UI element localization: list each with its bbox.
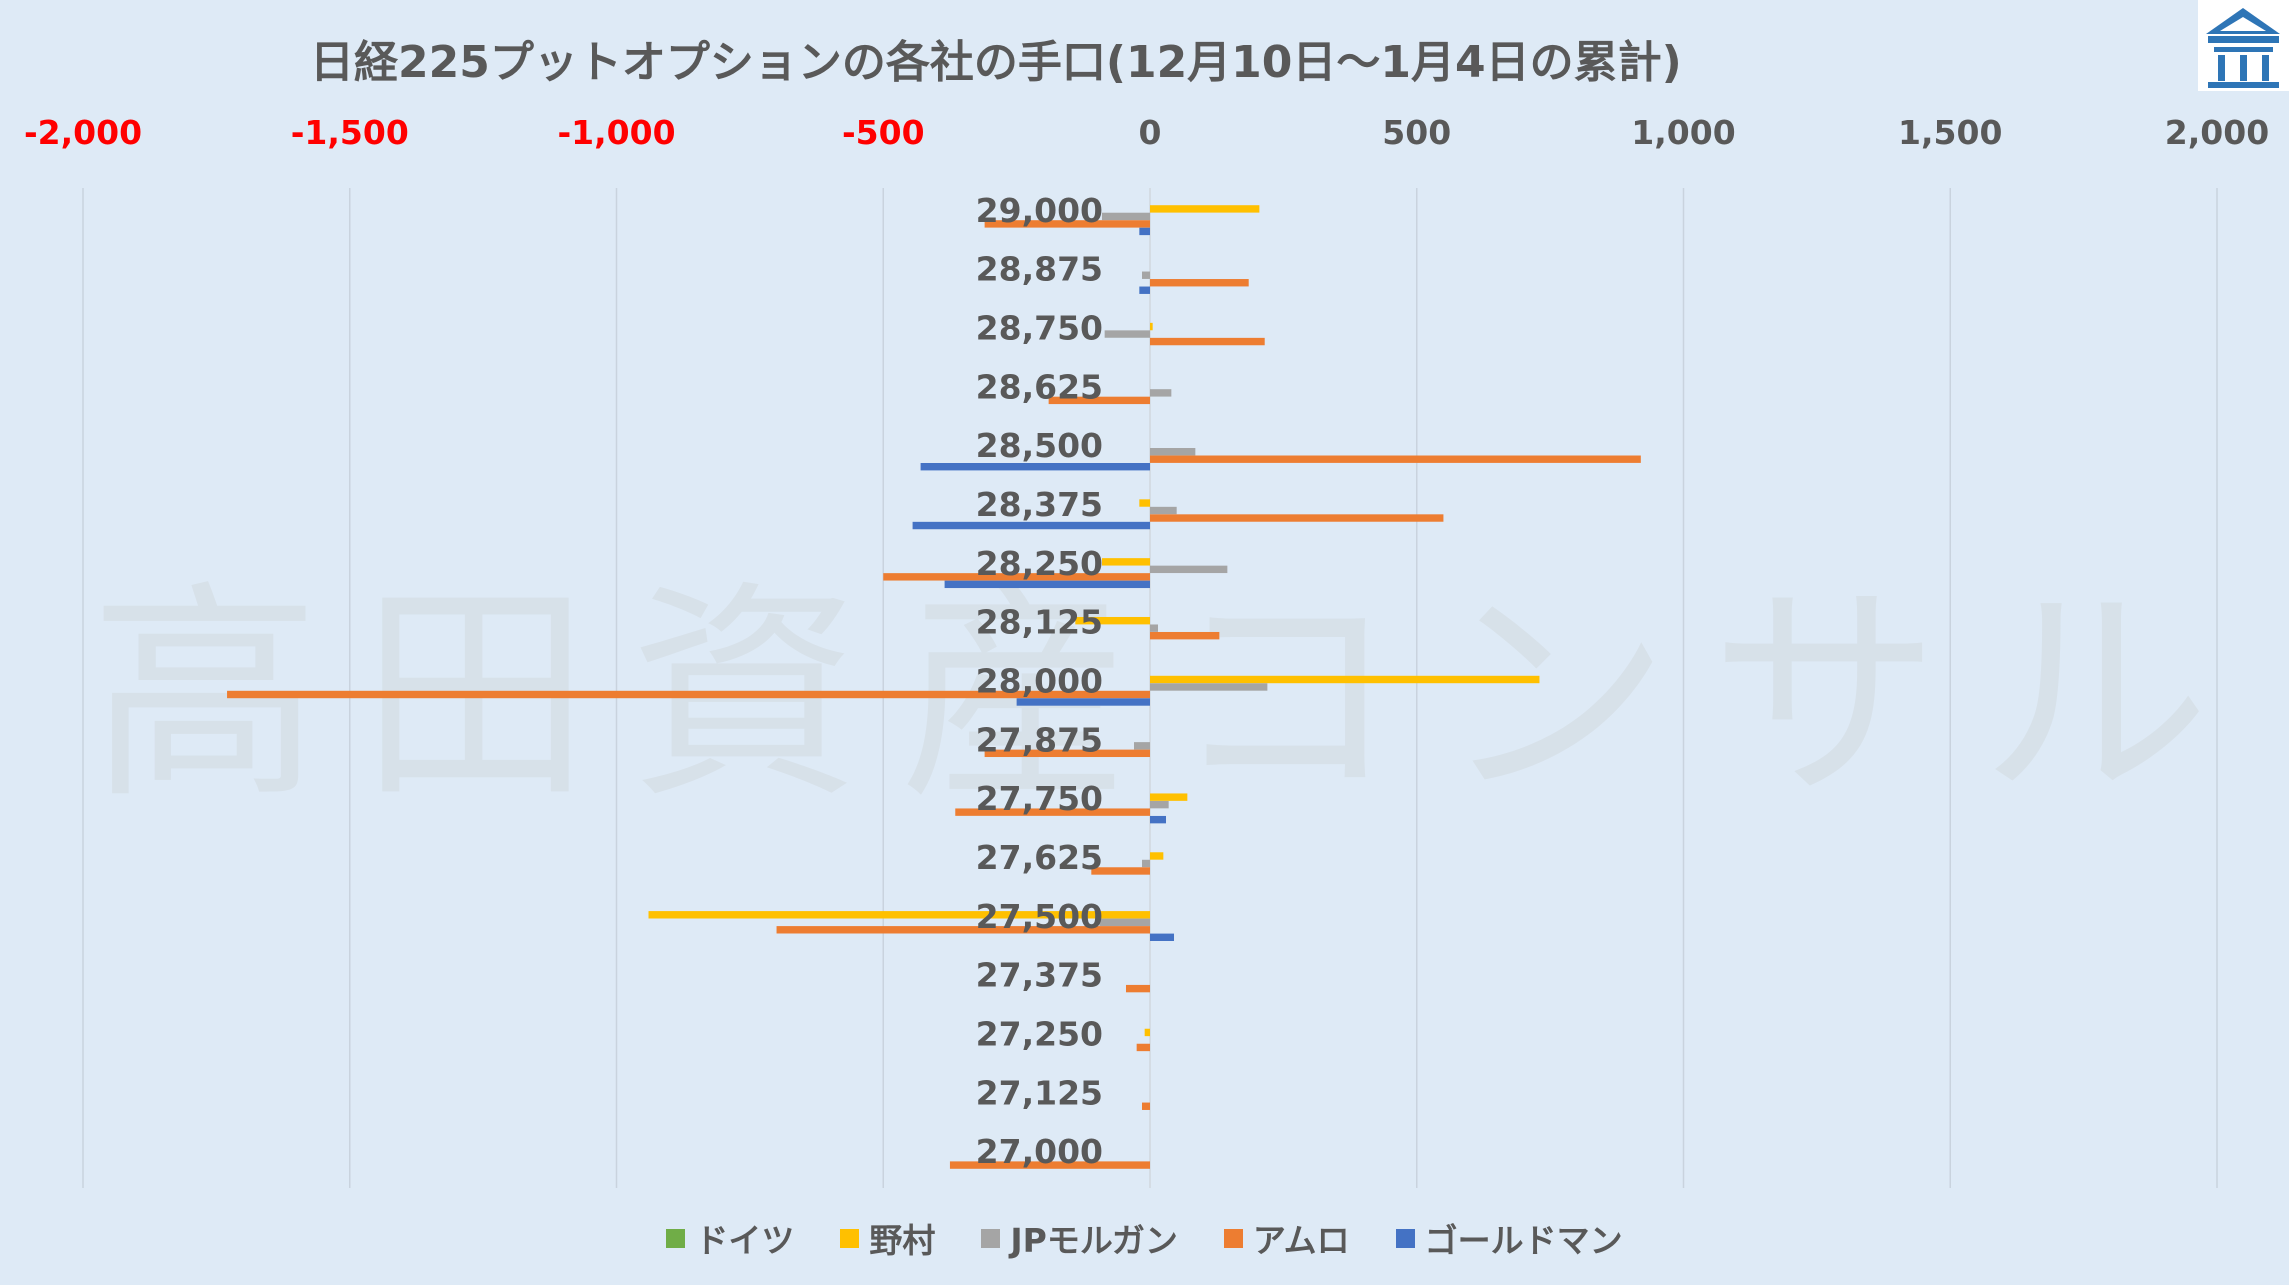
bar-アムロ-27,875: [984, 749, 1150, 758]
x-tick-label: -500: [842, 113, 925, 152]
category-label: 27,250: [976, 1014, 1103, 1053]
bar-アムロ-27,750: [955, 808, 1150, 816]
category-label: 27,750: [976, 779, 1103, 818]
category-label: 28,625: [976, 367, 1103, 406]
x-tick-label: 1,500: [1898, 113, 2002, 152]
bar-JPモルガン-28,750: [1104, 330, 1150, 338]
bar-野村-29,000: [1150, 205, 1260, 213]
bar-野村-27,625: [1150, 852, 1164, 860]
x-tick-label: -1,000: [557, 113, 675, 152]
bar-アムロ-28,500: [1150, 455, 1641, 463]
bar-野村-27,750: [1150, 793, 1188, 801]
x-tick-label: 500: [1382, 113, 1451, 152]
bar-野村-27,250: [1144, 1028, 1150, 1037]
bar-ゴールドマン-27,500: [1150, 933, 1175, 941]
legend-item: ドイツ: [666, 1214, 794, 1262]
bar-アムロ-28,375: [1150, 514, 1444, 522]
legend-label: ドイツ: [695, 1221, 795, 1260]
legend-item: 野村: [840, 1214, 935, 1262]
legend-item: アムロ: [1223, 1214, 1350, 1262]
x-tick-label: 1,000: [1631, 113, 1735, 152]
category-label: 28,500: [976, 426, 1103, 465]
legend-label: JPモルガン: [1010, 1221, 1178, 1260]
bar-ゴールドマン-29,000: [1139, 227, 1150, 236]
bar-アムロ-28,250: [883, 573, 1150, 581]
bar-ゴールドマン-28,875: [1139, 286, 1150, 294]
category-label: 28,750: [976, 309, 1103, 348]
category-label: 28,875: [976, 250, 1103, 289]
bar-アムロ-28,875: [1150, 279, 1249, 287]
bar-アムロ-27,625: [1091, 867, 1150, 875]
bar-アムロ-28,125: [1150, 631, 1220, 640]
legend-swatch: [1223, 1228, 1243, 1248]
bar-JPモルガン-28,625: [1150, 389, 1172, 397]
bar-JPモルガン-27,625: [1141, 859, 1150, 868]
x-tick-label: -2,000: [24, 113, 142, 152]
bar-アムロ-27,375: [1125, 984, 1150, 993]
legend-label: アムロ: [1252, 1221, 1350, 1260]
bar-野村-28,125: [1075, 616, 1150, 625]
bar-JPモルガン-27,750: [1150, 800, 1169, 809]
bar-野村-28,250: [1101, 558, 1150, 566]
category-label: 27,500: [976, 897, 1103, 936]
category-label: 28,000: [976, 662, 1103, 701]
bar-野村-27,500: [648, 911, 1150, 919]
chart-title: 日経225プットオプションの各社の手口(12月10日～1月4日の累計): [310, 37, 1682, 88]
legend-item: JPモルガン: [981, 1214, 1178, 1262]
category-label: 28,250: [976, 544, 1103, 583]
legend-swatch: [981, 1228, 1001, 1248]
bar-アムロ-27,250: [1136, 1043, 1150, 1052]
category-label: 28,125: [976, 603, 1103, 642]
bar-JPモルガン-27,875: [1133, 742, 1150, 750]
category-label: 29,000: [976, 191, 1103, 230]
bar-ゴールドマン-28,000: [1016, 698, 1150, 706]
legend-swatch: [666, 1228, 686, 1248]
bar-野村-28,375: [1139, 499, 1150, 507]
category-label: 28,375: [976, 485, 1103, 524]
bar-JPモルガン-28,000: [1150, 683, 1268, 691]
bar-野村-28,000: [1150, 675, 1540, 684]
category-label: 27,625: [976, 838, 1103, 877]
legend-label: 野村: [869, 1221, 936, 1260]
bar-ゴールドマン-27,750: [1150, 815, 1167, 824]
legend-item: ゴールドマン: [1395, 1214, 1623, 1262]
category-label: 27,000: [976, 1132, 1103, 1171]
bar-JPモルガン-28,125: [1150, 624, 1159, 632]
bar-アムロ-28,625: [1048, 396, 1150, 405]
bar-ゴールドマン-28,250: [944, 580, 1150, 589]
bar-野村-28,750: [1150, 322, 1153, 331]
bar-アムロ-27,000: [949, 1161, 1150, 1169]
bar-アムロ-27,500: [776, 926, 1150, 934]
bar-アムロ-28,750: [1150, 337, 1265, 346]
legend-label: ゴールドマン: [1424, 1221, 1623, 1260]
legend: ドイツ 野村 JPモルガン アムロ ゴールドマン: [0, 1214, 2289, 1262]
bar-JPモルガン-28,500: [1150, 448, 1196, 456]
bar-JPモルガン-28,375: [1150, 506, 1177, 515]
bar-ゴールドマン-28,375: [912, 521, 1150, 530]
x-tick-label: -1,500: [291, 113, 409, 152]
category-label: 27,875: [976, 720, 1103, 759]
legend-swatch: [1395, 1228, 1415, 1248]
bar-アムロ-29,000: [984, 220, 1150, 228]
logo-icon: [2198, 0, 2289, 91]
bar-JPモルガン-28,875: [1141, 271, 1150, 279]
category-label: 27,125: [976, 1073, 1103, 1112]
bar-ゴールドマン-28,500: [920, 463, 1150, 471]
bar-JPモルガン-28,250: [1150, 565, 1228, 574]
bar-JPモルガン-29,000: [1101, 212, 1150, 221]
bar-アムロ-27,125: [1141, 1102, 1150, 1110]
x-tick-label: 0: [1139, 113, 1162, 152]
category-label: 27,375: [976, 956, 1103, 995]
legend-swatch: [840, 1228, 860, 1248]
x-tick-label: 2,000: [2165, 113, 2269, 152]
bar-アムロ-28,000: [227, 690, 1151, 699]
bar-JPモルガン-27,500: [1099, 918, 1150, 926]
